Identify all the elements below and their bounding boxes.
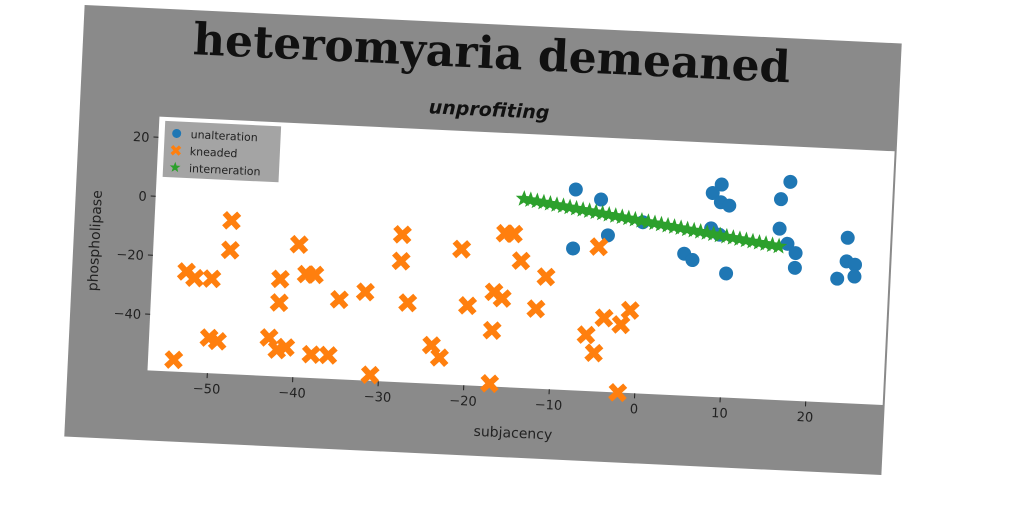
legend-label-interneration: interneration (189, 162, 261, 178)
x-tick-label: −40 (278, 386, 306, 402)
point-kneaded (276, 337, 296, 357)
point-unalteration (705, 185, 720, 200)
point-kneaded (589, 237, 609, 257)
point-unalteration (568, 182, 583, 197)
point-kneaded (398, 293, 418, 313)
point-unalteration (722, 198, 737, 213)
point-unalteration (788, 246, 803, 261)
point-kneaded (536, 267, 556, 287)
point-unalteration (830, 271, 845, 286)
chart-title: heteromyaria demeaned (192, 14, 792, 93)
x-tick-label: 10 (711, 406, 728, 422)
point-unalteration (685, 253, 700, 268)
x-tick-label: −10 (534, 398, 562, 414)
point-kneaded (318, 345, 338, 365)
point-kneaded (482, 320, 502, 340)
point-unalteration (566, 241, 581, 256)
chart-marks (164, 174, 863, 403)
point-unalteration (719, 266, 734, 281)
point-unalteration (847, 269, 862, 284)
x-tick-label: −20 (449, 394, 477, 410)
point-kneaded (301, 344, 321, 364)
point-kneaded (452, 239, 472, 259)
point-kneaded (611, 315, 631, 335)
y-axis-label: phospholipase (85, 190, 106, 292)
point-kneaded (584, 343, 604, 363)
chart-figure: heteromyaria demeaned unprofiting −50 −40… (64, 4, 902, 476)
x-tick-label: 20 (796, 410, 813, 426)
legend-label-unalteration: unalteration (190, 128, 258, 144)
point-kneaded (429, 347, 449, 368)
point-kneaded (492, 288, 512, 308)
point-kneaded (620, 300, 640, 320)
point-kneaded (355, 282, 375, 302)
series-interneration (515, 190, 788, 254)
point-kneaded (329, 290, 349, 310)
legend-marker-interneration (169, 161, 181, 173)
series-kneaded (164, 211, 640, 403)
point-kneaded (207, 331, 227, 351)
x-axis-label: subjacency (473, 424, 552, 444)
point-kneaded (594, 308, 614, 328)
y-tick-label: 0 (138, 189, 147, 204)
legend-box (162, 120, 282, 183)
x-tick-label: −50 (192, 382, 220, 398)
point-unalteration (787, 260, 802, 275)
point-kneaded (222, 211, 242, 231)
point-kneaded (392, 224, 412, 245)
point-unalteration (840, 230, 855, 245)
point-kneaded (608, 382, 628, 403)
point-kneaded (270, 269, 290, 289)
point-unalteration (848, 257, 863, 272)
legend-marker-unalteration (172, 128, 182, 138)
point-kneaded (511, 251, 531, 271)
point-kneaded (202, 269, 222, 289)
x-tick-label: −30 (363, 390, 391, 406)
point-kneaded (220, 240, 240, 260)
point-unalteration (714, 177, 729, 192)
point-kneaded (360, 365, 380, 385)
legend-label-kneaded: kneaded (190, 145, 238, 160)
point-kneaded (457, 296, 478, 316)
chart-svg: heteromyaria demeaned unprofiting −50 −40… (85, 14, 895, 444)
y-tick-label: −20 (116, 248, 144, 264)
point-unalteration (780, 236, 795, 251)
point-interneration (770, 237, 788, 254)
point-kneaded (305, 265, 325, 285)
point-kneaded (269, 293, 289, 313)
point-unalteration (772, 221, 787, 236)
point-kneaded (185, 268, 205, 288)
point-unalteration (594, 192, 609, 207)
legend-marker-kneaded (170, 145, 182, 156)
y-tick-label: −40 (113, 307, 141, 323)
y-tick-label: 20 (133, 130, 150, 146)
axis-ticks: −50 −40 −30 −20 −10 0 10 20 −40 −20 0 20 (113, 130, 813, 426)
point-kneaded (480, 373, 500, 394)
x-tick-label: 0 (629, 402, 638, 417)
point-unalteration (783, 174, 798, 189)
point-kneaded (391, 251, 411, 271)
point-kneaded (576, 325, 596, 345)
chart-subtitle: unprofiting (428, 96, 550, 124)
point-kneaded (289, 234, 309, 254)
point-unalteration (773, 192, 788, 207)
point-kneaded (164, 350, 184, 370)
point-kneaded (526, 299, 546, 319)
point-kneaded (504, 224, 524, 244)
